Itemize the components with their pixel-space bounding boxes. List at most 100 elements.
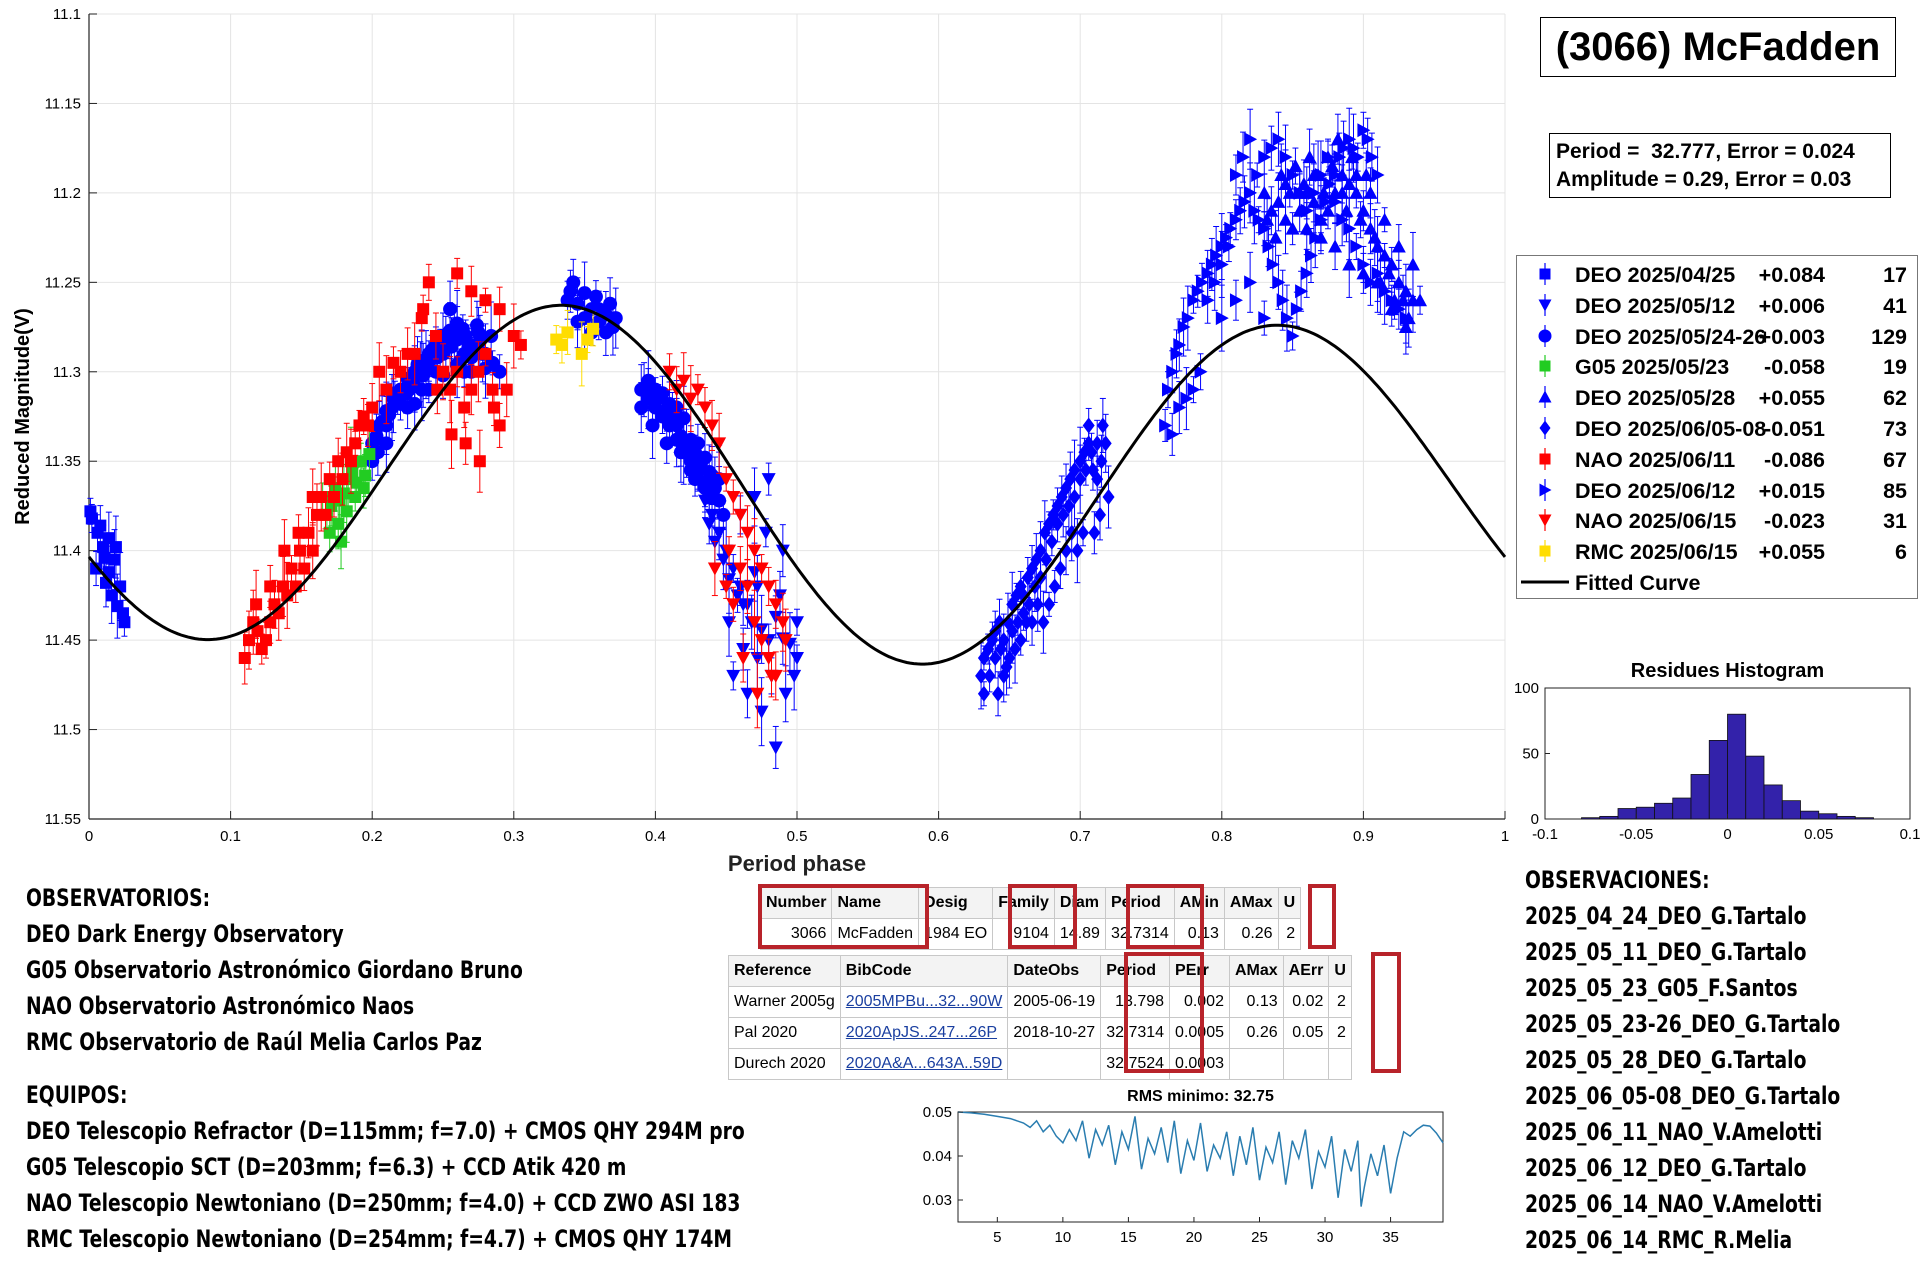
data-point bbox=[634, 400, 649, 415]
data-point bbox=[676, 374, 691, 388]
y-tick-label: 11.15 bbox=[45, 95, 81, 112]
table-cell: 14.89 bbox=[1053, 918, 1106, 950]
data-point bbox=[1384, 257, 1399, 271]
table-cell: 32.7524 bbox=[1100, 1048, 1171, 1080]
gridlines bbox=[88, 13, 1506, 820]
asteroid-table: Number Name Desig Family Diam Period AMin AMax U… bbox=[759, 887, 1302, 950]
data-point bbox=[1054, 560, 1067, 577]
legend: DEO 2025/04/25 +0.084 17 DEO 2025/05/12 +0.0… bbox=[1516, 255, 1918, 599]
data-point bbox=[722, 544, 737, 558]
observatorios-block: OBSERVATORIOS: DEO Dark Energy Observato… bbox=[26, 880, 523, 1060]
rms-x-tick-label: 35 bbox=[1382, 1229, 1399, 1246]
data-point bbox=[319, 508, 332, 521]
legend-marker bbox=[1538, 509, 1552, 532]
data-point bbox=[1074, 471, 1087, 488]
rms-y-tick-label: 0.03 bbox=[923, 1192, 952, 1209]
data-point bbox=[238, 652, 251, 664]
data-point bbox=[1252, 212, 1266, 227]
bibcode-link[interactable]: 2020A&A...643A..59D bbox=[839, 1048, 1009, 1080]
x-tick-label: 0.9 bbox=[1353, 828, 1374, 845]
data-point bbox=[1361, 132, 1375, 147]
data-point bbox=[465, 285, 478, 298]
legend-marker bbox=[1539, 540, 1551, 563]
histogram-bar bbox=[1708, 740, 1728, 820]
histogram-bar bbox=[1763, 784, 1783, 820]
bibcode-link[interactable]: 2005MPBu...32...90W bbox=[839, 986, 1009, 1018]
histogram-bar bbox=[1781, 800, 1801, 820]
reference-table: Reference BibCode DateObs Period PErr AMax AEr… bbox=[728, 955, 1352, 1080]
data-point bbox=[1264, 203, 1279, 217]
data-point bbox=[1180, 391, 1194, 406]
rms-x-tick-label: 5 bbox=[993, 1229, 1001, 1246]
data-point bbox=[662, 365, 677, 379]
data-point bbox=[747, 616, 762, 630]
data-point bbox=[722, 573, 737, 587]
table-cell: 2 bbox=[1277, 918, 1302, 950]
table-cell: 0.02 bbox=[1282, 986, 1330, 1018]
data-point bbox=[1367, 230, 1382, 244]
data-point bbox=[1017, 587, 1030, 604]
data-point bbox=[1195, 275, 1209, 290]
legend-label: RMC 2025/06/15 bbox=[1575, 540, 1738, 565]
data-point bbox=[1413, 293, 1428, 307]
observacion-line: 2025_06_05-08_DEO_G.Tartalo bbox=[1525, 1082, 1841, 1110]
data-point bbox=[1392, 302, 1406, 317]
data-point bbox=[1391, 275, 1406, 289]
data-point bbox=[369, 429, 384, 444]
table-cell: 0.26 bbox=[1228, 1017, 1284, 1049]
data-point bbox=[1208, 275, 1222, 290]
x-tick-label: 0.6 bbox=[928, 828, 949, 845]
data-point bbox=[451, 267, 464, 280]
data-point bbox=[302, 526, 315, 539]
data-point bbox=[292, 526, 305, 539]
legend-label: NAO 2025/06/15 bbox=[1575, 509, 1737, 534]
data-point bbox=[603, 296, 618, 311]
data-point bbox=[1322, 150, 1335, 165]
data-point bbox=[1234, 203, 1248, 218]
observaciones-block: OBSERVACIONES: 2025_04_24_DEO_G.Tartalo 2… bbox=[1525, 862, 1840, 1258]
data-point bbox=[514, 338, 527, 351]
data-point bbox=[1295, 284, 1309, 299]
legend-marker bbox=[1539, 478, 1552, 501]
data-point bbox=[1293, 185, 1307, 200]
rms-title: RMS minimo: 32.75 bbox=[1127, 1088, 1274, 1105]
legend-offset: +0.003 bbox=[1758, 324, 1825, 349]
observacion-line: 2025_06_14_NAO_V.Amelotti bbox=[1525, 1190, 1823, 1218]
data-point bbox=[479, 294, 492, 307]
data-point bbox=[109, 541, 122, 554]
lightcurve-plot: 0 0.1 0.2 0.3 0.4 0.5 0.6 0.7 0.8 0.9 1 11.1 11.15 11… bbox=[12, 6, 1509, 876]
table-cell: 0.26 bbox=[1223, 918, 1279, 950]
table-header-cell: Number bbox=[759, 887, 833, 919]
legend-offset: +0.084 bbox=[1758, 263, 1825, 287]
data-point bbox=[1364, 275, 1378, 290]
data-point bbox=[768, 741, 783, 755]
data-point bbox=[659, 436, 674, 451]
legend-symbol bbox=[1539, 483, 1552, 497]
asteroid-table-header: Number Name Desig Family Diam Period AMin AMax U bbox=[759, 887, 1302, 919]
data-point bbox=[790, 616, 804, 630]
rms-x-tick-label: 15 bbox=[1120, 1229, 1137, 1246]
data-point bbox=[1224, 221, 1238, 236]
series-nao-2025-06-11 bbox=[238, 257, 527, 685]
table-header-cell: AMin bbox=[1173, 887, 1225, 919]
data-point bbox=[1330, 132, 1345, 146]
data-point bbox=[1045, 533, 1058, 550]
bibcode-link[interactable]: 2020ApJS..247...26P bbox=[839, 1017, 1009, 1049]
data-point bbox=[1343, 221, 1357, 236]
period-line: Period = 32.777, Error = 0.024 bbox=[1556, 140, 1855, 163]
table-cell: 2005-06-19 bbox=[1007, 986, 1102, 1018]
data-point bbox=[1095, 453, 1108, 470]
table-cell: McFadden bbox=[831, 918, 920, 950]
data-point bbox=[1314, 168, 1328, 182]
data-point bbox=[500, 383, 513, 396]
data-point bbox=[1181, 311, 1195, 326]
legend-symbol bbox=[1538, 514, 1552, 527]
data-point bbox=[1238, 194, 1252, 209]
table-cell: 0.05 bbox=[1282, 1017, 1330, 1049]
data-point bbox=[98, 551, 111, 564]
histogram-title: Residues Histogram bbox=[1631, 660, 1824, 682]
legend-count: 6 bbox=[1895, 540, 1907, 565]
data-point bbox=[1342, 176, 1357, 190]
table-header-cell: Name bbox=[831, 887, 920, 919]
data-point bbox=[1363, 221, 1378, 235]
